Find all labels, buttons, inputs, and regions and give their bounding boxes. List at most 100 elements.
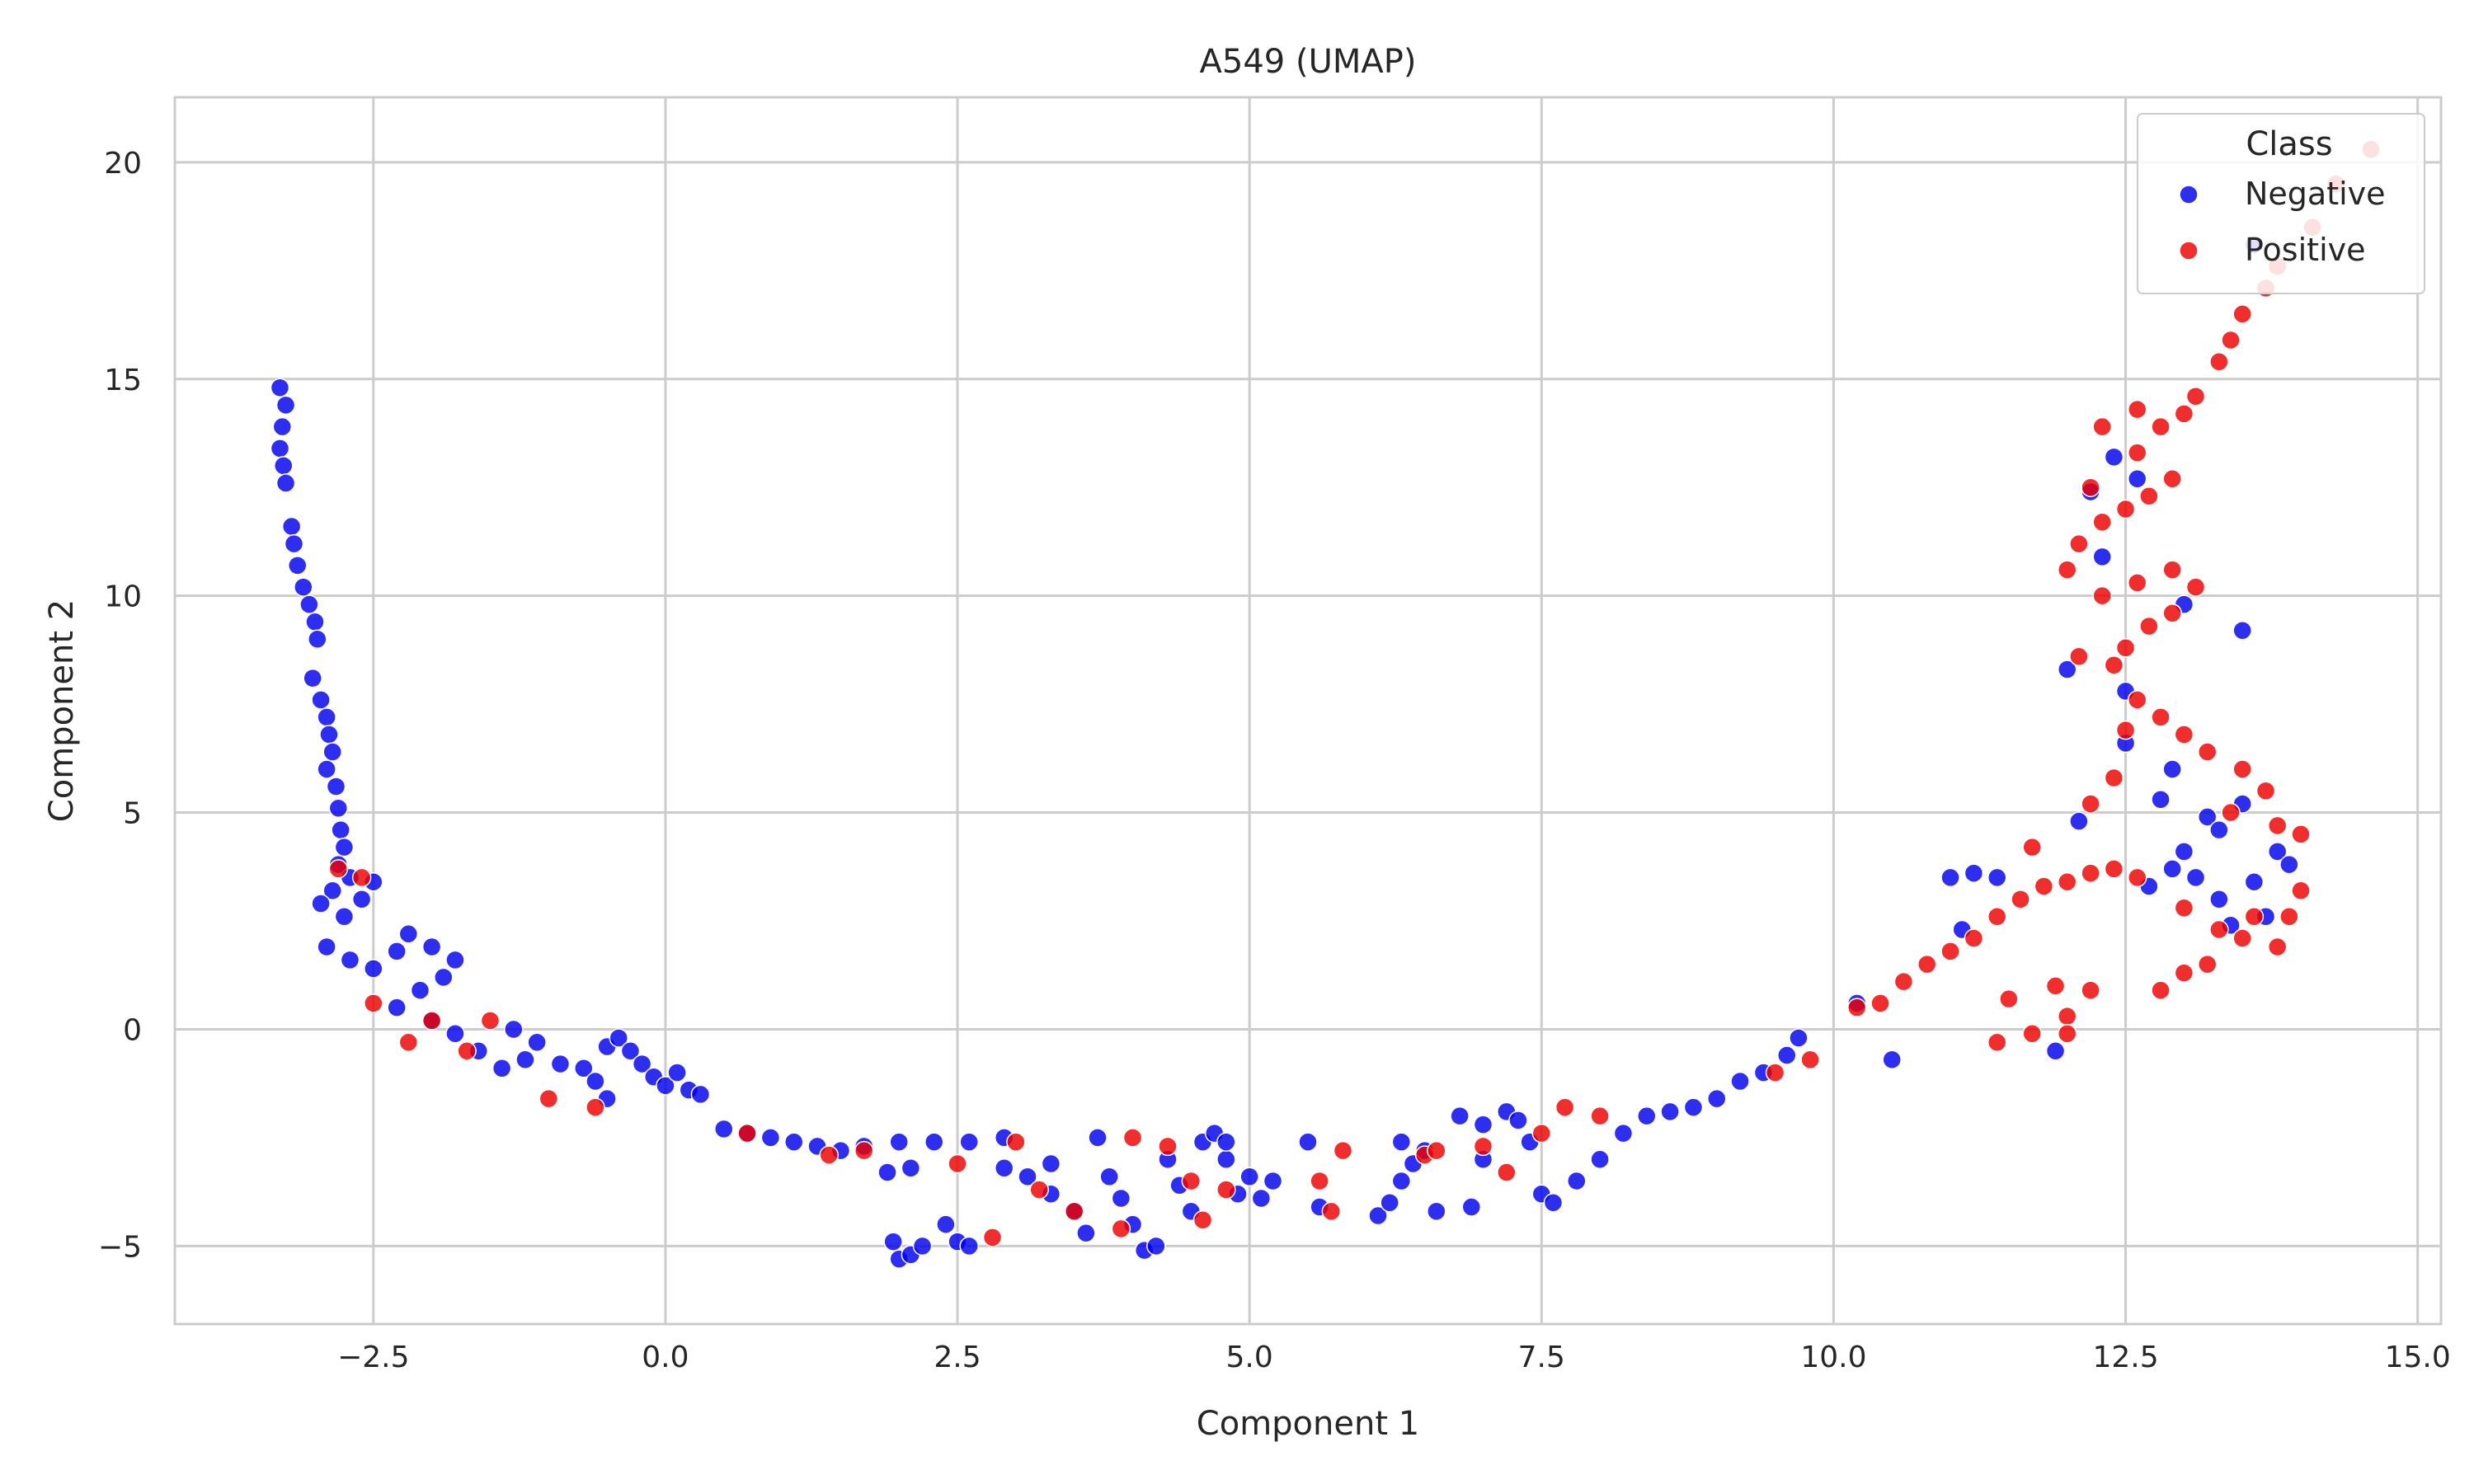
point-negative [351, 889, 372, 909]
point-negative [284, 533, 304, 554]
point-negative [1391, 1171, 1412, 1191]
x-tick-label: 5.0 [1226, 1341, 1273, 1374]
point-negative [305, 612, 325, 632]
point-negative [2057, 660, 2077, 679]
point-negative [273, 456, 294, 476]
point-positive [351, 867, 372, 888]
point-negative [1368, 1205, 1388, 1226]
point-positive [2057, 1006, 2077, 1026]
point-negative [2162, 759, 2182, 779]
point-negative [308, 629, 327, 649]
point-positive [1987, 907, 2007, 927]
point-negative [632, 1054, 652, 1074]
point-negative [387, 998, 407, 1017]
point-negative [445, 1023, 465, 1044]
plot-area [175, 97, 2441, 1324]
legend-marker-positive [2179, 241, 2199, 261]
y-tick-label: 5 [123, 797, 142, 831]
point-negative [317, 759, 336, 779]
point-positive [2232, 304, 2252, 324]
legend-label-positive: Positive [2245, 232, 2366, 268]
legend-label-negative: Negative [2245, 176, 2386, 212]
point-negative [1940, 867, 1960, 888]
point-negative [311, 894, 331, 913]
point-negative [1508, 1111, 1528, 1130]
point-negative [1391, 1132, 1412, 1152]
point-positive [2232, 759, 2252, 779]
x-tick-label: 12.5 [2092, 1341, 2158, 1374]
point-positive [1310, 1171, 1329, 1191]
point-negative [656, 1076, 675, 1096]
point-positive [2255, 781, 2276, 801]
point-positive [2104, 859, 2124, 879]
series-positive [328, 139, 2381, 1247]
point-negative [877, 1162, 897, 1182]
point-negative [2197, 807, 2218, 827]
point-negative [1473, 1115, 1493, 1134]
point-positive [2162, 560, 2182, 580]
point-negative [1111, 1188, 1131, 1209]
point-positive [2081, 477, 2100, 497]
point-positive [2022, 1023, 2042, 1044]
point-negative [299, 594, 319, 614]
point-positive [2267, 815, 2288, 836]
point-positive [2221, 802, 2241, 823]
x-tick-label: 0.0 [642, 1341, 689, 1374]
point-positive [2279, 907, 2299, 927]
point-positive [737, 1123, 757, 1144]
x-tick-label: −2.5 [337, 1341, 409, 1374]
point-positive [2104, 655, 2124, 675]
point-positive [1987, 1032, 2007, 1052]
point-positive [2081, 863, 2100, 883]
point-positive [1333, 1140, 1353, 1161]
point-negative [364, 959, 383, 979]
point-positive [2127, 867, 2147, 888]
point-negative [574, 1059, 594, 1078]
point-positive [854, 1140, 874, 1161]
point-negative [1613, 1123, 1634, 1144]
point-positive [1917, 954, 1937, 974]
point-positive [2115, 638, 2136, 658]
point-positive [2197, 954, 2218, 974]
point-negative [331, 819, 350, 840]
point-positive [2069, 646, 2089, 667]
point-negative [303, 668, 322, 688]
point-negative [275, 473, 296, 493]
point-positive [1893, 971, 1914, 992]
point-positive [457, 1040, 477, 1061]
point-negative [1660, 1101, 1680, 1122]
point-positive [2162, 603, 2182, 623]
point-positive [2011, 889, 2030, 909]
x-tick-label: 15.0 [2385, 1341, 2451, 1374]
point-negative [889, 1132, 909, 1152]
point-negative [1263, 1171, 1283, 1191]
point-negative [2232, 620, 2252, 641]
point-negative [434, 967, 454, 988]
tick-labels: −2.5 0.0 2.5 5.0 7.5 10.0 12.5 15.0 −5 0 5 10 15 20 [98, 147, 2451, 1374]
point-negative [445, 950, 465, 970]
point-negative [515, 1050, 535, 1070]
y-tick-label: 10 [104, 580, 142, 614]
point-negative [311, 690, 331, 710]
point-negative [2092, 547, 2112, 567]
point-positive [1181, 1171, 1202, 1191]
point-negative [1882, 1050, 1902, 1070]
point-positive [2034, 876, 2054, 896]
legend-box [2137, 113, 2425, 294]
point-positive [480, 1011, 501, 1031]
point-negative [317, 707, 336, 727]
point-positive [1427, 1140, 1446, 1161]
point-negative [690, 1084, 711, 1105]
point-positive [2174, 898, 2194, 918]
legend: Class Negative Positive [2137, 113, 2425, 294]
point-negative [1380, 1193, 1399, 1213]
point-negative [492, 1059, 512, 1078]
point-negative [1018, 1167, 1037, 1186]
point-positive [2151, 416, 2171, 437]
point-negative [2174, 842, 2194, 862]
point-positive [1999, 989, 2019, 1009]
data-points [270, 139, 2381, 1269]
point-positive [2291, 824, 2311, 844]
point-positive [2139, 486, 2159, 506]
